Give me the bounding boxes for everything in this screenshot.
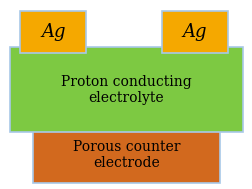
Text: Porous counter
electrode: Porous counter electrode <box>73 140 179 170</box>
Text: Ag: Ag <box>182 23 206 41</box>
Bar <box>10 47 242 132</box>
Bar <box>161 11 227 53</box>
Text: Ag: Ag <box>41 23 65 41</box>
Bar <box>20 11 86 53</box>
Bar <box>33 127 219 183</box>
Text: Proton conducting
electrolyte: Proton conducting electrolyte <box>61 75 191 105</box>
